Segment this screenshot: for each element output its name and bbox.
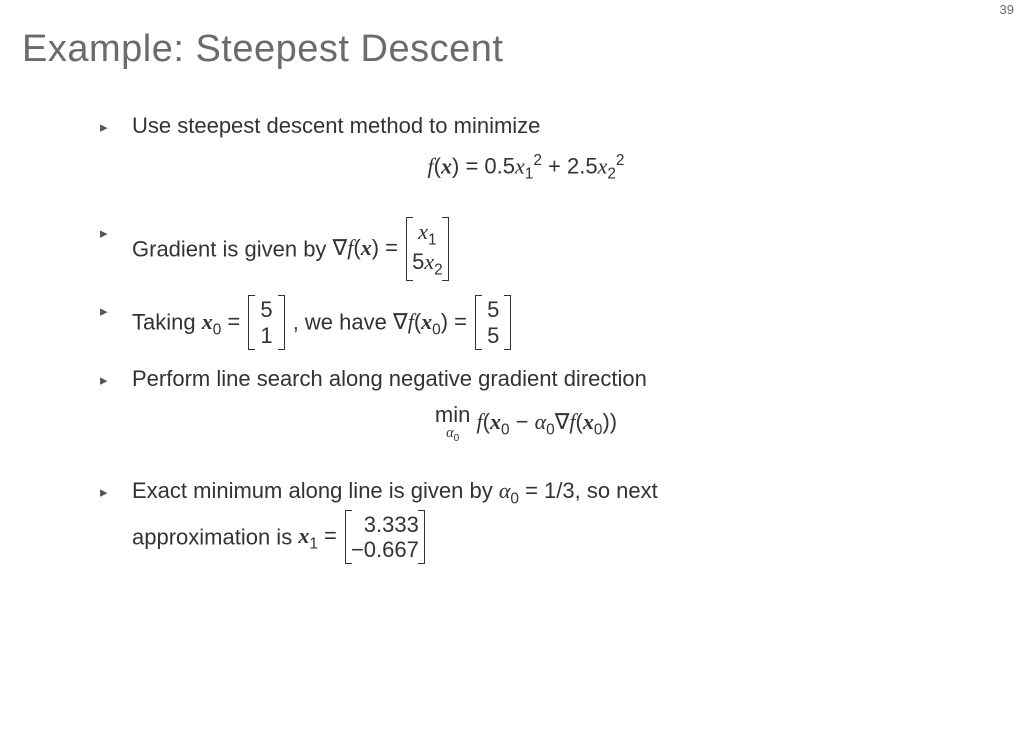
t-l1a: Exact minimum along line is given by xyxy=(132,478,499,503)
eq-f: f xyxy=(408,309,414,334)
min-op: min α0 xyxy=(435,404,470,444)
eq-coef1: 0.5 xyxy=(484,153,515,178)
list-item: ▸ Exact minimum along line is given by α… xyxy=(100,476,920,565)
t-mid: , we have xyxy=(293,310,393,335)
f2: f xyxy=(569,409,575,434)
bullet-icon: ▸ xyxy=(100,111,132,136)
x0-sub: 0 xyxy=(213,321,222,338)
matrix: 3.333 −0.667 xyxy=(345,510,425,565)
m-r2-coef: 5 xyxy=(412,249,424,274)
equation-display: min α0 f(x0 − α0∇f(x0)) xyxy=(132,404,920,444)
bullet-icon: ▸ xyxy=(100,476,132,501)
nabla: ∇ xyxy=(555,409,570,434)
x0b: x xyxy=(421,309,432,334)
equation-display: f(x) = 0.5x12 + 2.5x22 xyxy=(132,151,920,186)
m-r2-sub: 2 xyxy=(434,262,443,279)
item-text: Use steepest descent method to minimize xyxy=(132,113,540,138)
m1-r1: 5 xyxy=(254,297,278,322)
list-item: ▸ Gradient is given by ∇f(x) = x1 5x2 xyxy=(100,217,920,281)
minus: − xyxy=(510,409,535,434)
list-item: ▸ Use steepest descent method to minimiz… xyxy=(100,111,920,203)
bullet-icon: ▸ xyxy=(100,295,132,320)
eq-x: x xyxy=(441,153,452,178)
x0-expr: x0 = 5 1 xyxy=(202,309,293,334)
x1-sub: 1 xyxy=(309,535,318,552)
x0b-sub: 0 xyxy=(432,321,441,338)
alpha: α xyxy=(535,409,547,434)
m-r2: x xyxy=(424,249,434,274)
matrix: x1 5x2 xyxy=(406,217,449,281)
m1-r2: 1 xyxy=(254,323,278,348)
list-item: ▸ Perform line search along negative gra… xyxy=(100,364,920,462)
x0b-sub: 0 xyxy=(594,421,603,438)
t-l1b: , so next xyxy=(575,478,658,503)
nabla: ∇ xyxy=(333,235,348,260)
eq-x: x xyxy=(361,235,372,260)
eq-sign: = xyxy=(227,309,246,334)
x1-expr: x1 = 3.333 −0.667 xyxy=(298,523,427,548)
item-text: Perform line search along negative gradi… xyxy=(132,366,647,391)
x0-sub: 0 xyxy=(501,421,510,438)
min-under: α xyxy=(446,425,454,441)
m-r1: x xyxy=(418,219,428,244)
m2-r1: 5 xyxy=(481,297,505,322)
item-body: Taking x0 = 5 1 , we have ∇f(x0) = 5 5 xyxy=(132,295,920,350)
min-label: min xyxy=(435,402,470,427)
bullet-icon: ▸ xyxy=(100,364,132,389)
alpha-sub: 0 xyxy=(546,421,555,438)
item-body: Use steepest descent method to minimize … xyxy=(132,111,920,203)
grad-x0: ∇f(x0) = 5 5 xyxy=(393,309,513,334)
alpha-val: = 1/3 xyxy=(519,478,575,503)
page-number: 39 xyxy=(1000,2,1014,17)
m2-r2: 5 xyxy=(481,323,505,348)
alpha-sub: 0 xyxy=(510,490,519,507)
alpha: α xyxy=(499,478,511,503)
x0: x xyxy=(202,309,213,334)
nabla: ∇ xyxy=(393,309,408,334)
x1: x xyxy=(298,523,309,548)
min-under-sub: 0 xyxy=(454,433,460,444)
item-body: Gradient is given by ∇f(x) = x1 5x2 xyxy=(132,217,920,281)
list-item: ▸ Taking x0 = 5 1 , we have ∇f(x0) = 5 5 xyxy=(100,295,920,350)
item-text: Gradient is given by xyxy=(132,236,333,261)
bullet-icon: ▸ xyxy=(100,217,132,242)
m-r1-sub: 1 xyxy=(428,232,437,249)
x0: x xyxy=(490,409,501,434)
t-l2: approximation is xyxy=(132,524,298,549)
content-area: ▸ Use steepest descent method to minimiz… xyxy=(0,71,920,564)
slide-title: Example: Steepest Descent xyxy=(0,0,1024,71)
matrix: 5 5 xyxy=(475,295,511,350)
item-body: Perform line search along negative gradi… xyxy=(132,364,920,462)
eq-f: f xyxy=(347,235,353,260)
eq-f: f xyxy=(428,153,434,178)
gradient-expr: ∇f(x) = x1 5x2 xyxy=(333,235,451,260)
t-before: Taking xyxy=(132,310,202,335)
f: f xyxy=(476,409,482,434)
m-r1: 3.333 xyxy=(351,512,419,537)
eq-coef2: 2.5 xyxy=(567,153,598,178)
x0b: x xyxy=(583,409,594,434)
m-r2: −0.667 xyxy=(351,537,419,562)
item-body: Exact minimum along line is given by α0 … xyxy=(132,476,920,565)
matrix: 5 1 xyxy=(248,295,284,350)
